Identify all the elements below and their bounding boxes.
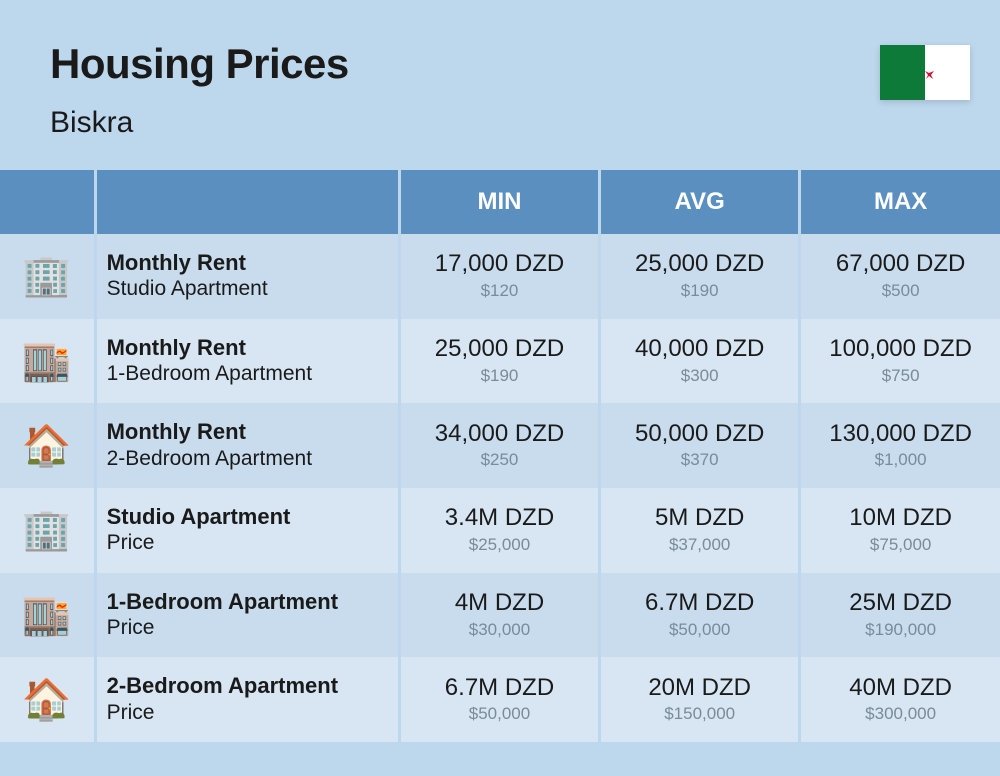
max-cell: 25M DZD$190,000 bbox=[800, 573, 1000, 658]
building-icon: 🏠 bbox=[0, 403, 95, 488]
avg-cell: 6.7M DZD$50,000 bbox=[600, 573, 800, 658]
min-cell: 6.7M DZD$50,000 bbox=[399, 657, 599, 742]
min-cell: 34,000 DZD$250 bbox=[399, 403, 599, 488]
table-row: 🏬1-Bedroom ApartmentPrice4M DZD$30,0006.… bbox=[0, 573, 1000, 658]
max-value: 10M DZD bbox=[811, 504, 990, 532]
min-value: 34,000 DZD bbox=[411, 420, 588, 448]
header-label-col bbox=[95, 170, 399, 234]
building-icon: 🏠 bbox=[0, 657, 95, 742]
building-icon: 🏢 bbox=[0, 234, 95, 319]
row-label: 2-Bedroom ApartmentPrice bbox=[95, 657, 399, 742]
avg-value-usd: $190 bbox=[611, 280, 788, 302]
avg-cell: 5M DZD$37,000 bbox=[600, 488, 800, 573]
max-value: 25M DZD bbox=[811, 589, 990, 617]
building-icon: 🏬 bbox=[0, 573, 95, 658]
avg-value: 5M DZD bbox=[611, 504, 788, 532]
page-container: Housing Prices Biskra MIN AVG MAX bbox=[0, 0, 1000, 776]
avg-value: 40,000 DZD bbox=[611, 335, 788, 363]
min-cell: 3.4M DZD$25,000 bbox=[399, 488, 599, 573]
page-title: Housing Prices bbox=[50, 40, 950, 88]
avg-cell: 40,000 DZD$300 bbox=[600, 319, 800, 404]
min-value: 4M DZD bbox=[411, 589, 588, 617]
avg-value: 6.7M DZD bbox=[611, 589, 788, 617]
min-value-usd: $30,000 bbox=[411, 619, 588, 641]
row-label-main: 1-Bedroom Apartment bbox=[107, 589, 388, 615]
header-icon-col bbox=[0, 170, 95, 234]
max-value: 100,000 DZD bbox=[811, 335, 990, 363]
row-label-sub: Studio Apartment bbox=[107, 276, 388, 302]
max-value: 130,000 DZD bbox=[811, 420, 990, 448]
algeria-flag-icon bbox=[880, 45, 970, 100]
header-max: MAX bbox=[800, 170, 1000, 234]
min-value: 25,000 DZD bbox=[411, 335, 588, 363]
page-subtitle: Biskra bbox=[50, 106, 950, 140]
min-value: 17,000 DZD bbox=[411, 250, 588, 278]
row-label: Monthly Rent2-Bedroom Apartment bbox=[95, 403, 399, 488]
max-value: 67,000 DZD bbox=[811, 250, 990, 278]
avg-value-usd: $50,000 bbox=[611, 619, 788, 641]
avg-value: 50,000 DZD bbox=[611, 420, 788, 448]
pricing-table: MIN AVG MAX 🏢Monthly RentStudio Apartmen… bbox=[0, 170, 1000, 742]
min-value-usd: $250 bbox=[411, 449, 588, 471]
table-row: 🏢Studio ApartmentPrice3.4M DZD$25,0005M … bbox=[0, 488, 1000, 573]
max-cell: 130,000 DZD$1,000 bbox=[800, 403, 1000, 488]
row-label-sub: 1-Bedroom Apartment bbox=[107, 361, 388, 387]
header-avg: AVG bbox=[600, 170, 800, 234]
max-cell: 100,000 DZD$750 bbox=[800, 319, 1000, 404]
max-cell: 10M DZD$75,000 bbox=[800, 488, 1000, 573]
max-value: 40M DZD bbox=[811, 674, 990, 702]
avg-value: 25,000 DZD bbox=[611, 250, 788, 278]
max-cell: 40M DZD$300,000 bbox=[800, 657, 1000, 742]
flag-emblem-icon bbox=[912, 60, 938, 86]
avg-value: 20M DZD bbox=[611, 674, 788, 702]
building-icon: 🏬 bbox=[0, 319, 95, 404]
row-label-main: Studio Apartment bbox=[107, 504, 388, 530]
max-value-usd: $1,000 bbox=[811, 449, 990, 471]
max-value-usd: $75,000 bbox=[811, 534, 990, 556]
max-value-usd: $750 bbox=[811, 365, 990, 387]
table-header-row: MIN AVG MAX bbox=[0, 170, 1000, 234]
row-label-main: Monthly Rent bbox=[107, 419, 388, 445]
min-value-usd: $120 bbox=[411, 280, 588, 302]
row-label-sub: Price bbox=[107, 530, 388, 556]
table-row: 🏬Monthly Rent1-Bedroom Apartment25,000 D… bbox=[0, 319, 1000, 404]
building-icon: 🏢 bbox=[0, 488, 95, 573]
max-value-usd: $500 bbox=[811, 280, 990, 302]
header: Housing Prices Biskra bbox=[0, 0, 1000, 170]
table-body: 🏢Monthly RentStudio Apartment17,000 DZD$… bbox=[0, 234, 1000, 742]
min-cell: 17,000 DZD$120 bbox=[399, 234, 599, 319]
row-label: Monthly Rent1-Bedroom Apartment bbox=[95, 319, 399, 404]
row-label-sub: Price bbox=[107, 700, 388, 726]
min-cell: 4M DZD$30,000 bbox=[399, 573, 599, 658]
avg-cell: 25,000 DZD$190 bbox=[600, 234, 800, 319]
row-label: 1-Bedroom ApartmentPrice bbox=[95, 573, 399, 658]
min-value-usd: $50,000 bbox=[411, 703, 588, 725]
avg-cell: 20M DZD$150,000 bbox=[600, 657, 800, 742]
row-label-sub: Price bbox=[107, 615, 388, 641]
max-value-usd: $300,000 bbox=[811, 703, 990, 725]
table-row: 🏢Monthly RentStudio Apartment17,000 DZD$… bbox=[0, 234, 1000, 319]
table-row: 🏠2-Bedroom ApartmentPrice6.7M DZD$50,000… bbox=[0, 657, 1000, 742]
avg-value-usd: $150,000 bbox=[611, 703, 788, 725]
min-value: 3.4M DZD bbox=[411, 504, 588, 532]
avg-value-usd: $370 bbox=[611, 449, 788, 471]
row-label: Monthly RentStudio Apartment bbox=[95, 234, 399, 319]
avg-value-usd: $300 bbox=[611, 365, 788, 387]
row-label-main: Monthly Rent bbox=[107, 250, 388, 276]
min-cell: 25,000 DZD$190 bbox=[399, 319, 599, 404]
max-cell: 67,000 DZD$500 bbox=[800, 234, 1000, 319]
row-label-main: Monthly Rent bbox=[107, 335, 388, 361]
min-value-usd: $190 bbox=[411, 365, 588, 387]
min-value: 6.7M DZD bbox=[411, 674, 588, 702]
max-value-usd: $190,000 bbox=[811, 619, 990, 641]
min-value-usd: $25,000 bbox=[411, 534, 588, 556]
row-label-sub: 2-Bedroom Apartment bbox=[107, 446, 388, 472]
row-label: Studio ApartmentPrice bbox=[95, 488, 399, 573]
avg-cell: 50,000 DZD$370 bbox=[600, 403, 800, 488]
row-label-main: 2-Bedroom Apartment bbox=[107, 673, 388, 699]
header-min: MIN bbox=[399, 170, 599, 234]
table-row: 🏠Monthly Rent2-Bedroom Apartment34,000 D… bbox=[0, 403, 1000, 488]
avg-value-usd: $37,000 bbox=[611, 534, 788, 556]
